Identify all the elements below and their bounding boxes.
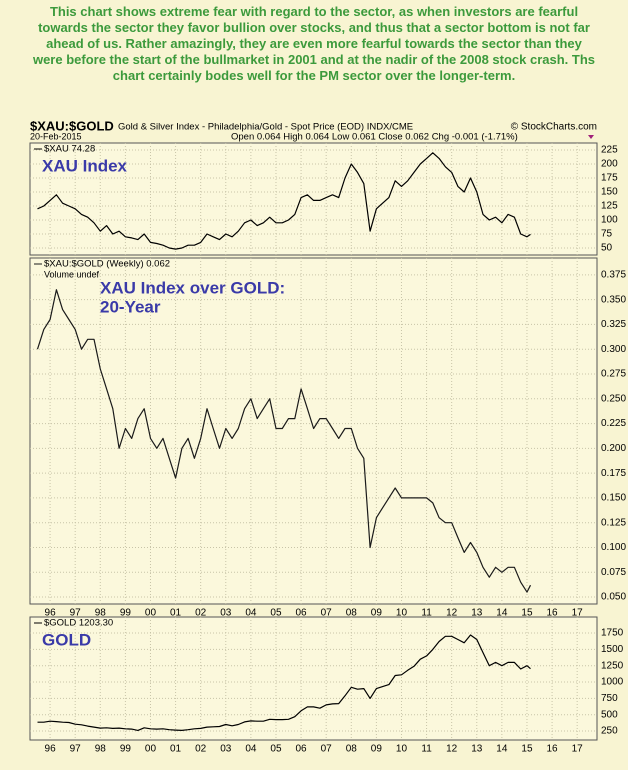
date: 20-Feb-2015 — [30, 131, 82, 141]
x-tick-label: 98 — [95, 608, 107, 619]
chart-subtitle: Gold & Silver Index - Philadelphia/Gold … — [118, 122, 413, 133]
x-tick-label: 02 — [195, 744, 207, 755]
x-tick-label: 14 — [496, 608, 508, 619]
y-tick-label: 0.125 — [601, 517, 626, 528]
x-tick-label: 17 — [572, 744, 584, 755]
annotation: This chart shows extreme fear with regar… — [32, 4, 596, 83]
panel-title: XAU Index over GOLD: — [100, 278, 285, 297]
x-tick-label: 09 — [371, 744, 383, 755]
x-tick-label: 09 — [371, 608, 383, 619]
chart-symbol: $XAU:$GOLD — [30, 118, 114, 133]
x-tick-label: 99 — [120, 608, 132, 619]
x-tick-label: 99 — [120, 744, 132, 755]
x-tick-label: 12 — [446, 744, 458, 755]
panel-title: 20-Year — [100, 297, 161, 316]
y-tick-label: 225 — [601, 145, 618, 156]
y-tick-label: 1000 — [601, 677, 624, 688]
x-tick-label: 98 — [95, 744, 107, 755]
x-tick-label: 13 — [471, 744, 483, 755]
y-tick-label: 0.250 — [601, 393, 626, 404]
x-tick-label: 05 — [270, 744, 282, 755]
x-tick-label: 11 — [421, 608, 432, 619]
x-tick-label: 97 — [70, 744, 82, 755]
x-tick-label: 11 — [421, 744, 432, 755]
x-tick-label: 16 — [547, 744, 559, 755]
y-tick-label: 0.275 — [601, 369, 626, 380]
x-tick-label: 96 — [45, 744, 57, 755]
y-tick-label: 250 — [601, 726, 618, 737]
x-tick-label: 14 — [496, 744, 508, 755]
y-tick-label: 0.200 — [601, 443, 626, 454]
y-tick-label: 50 — [601, 243, 613, 254]
y-tick-label: 175 — [601, 173, 618, 184]
y-tick-label: 750 — [601, 693, 618, 704]
x-tick-label: 03 — [220, 744, 232, 755]
x-tick-label: 02 — [195, 608, 207, 619]
plot-area — [29, 616, 598, 741]
legend-label: $XAU 74.28 — [44, 144, 95, 155]
y-tick-label: 0.175 — [601, 468, 626, 479]
y-tick-label: 200 — [601, 159, 618, 170]
y-tick-label: 0.100 — [601, 542, 626, 553]
series-line — [37, 634, 531, 731]
y-tick-label: 0.225 — [601, 418, 626, 429]
y-tick-label: 0.375 — [601, 269, 626, 280]
x-tick-label: 04 — [245, 608, 257, 619]
y-tick-label: 1750 — [601, 628, 624, 639]
legend-label: $GOLD 1203.30 — [44, 618, 113, 629]
x-tick-label: 03 — [220, 608, 232, 619]
x-tick-label: 00 — [145, 608, 157, 619]
x-tick-label: 12 — [446, 608, 458, 619]
source: © StockCharts.com — [511, 122, 597, 133]
x-tick-label: 15 — [521, 744, 533, 755]
y-tick-label: 125 — [601, 201, 618, 212]
y-tick-label: 75 — [601, 229, 613, 240]
y-tick-label: 0.300 — [601, 344, 626, 355]
y-tick-label: 1500 — [601, 644, 624, 655]
x-tick-label: 07 — [321, 744, 333, 755]
y-tick-label: 0.325 — [601, 319, 626, 330]
marker — [588, 135, 594, 139]
x-tick-label: 00 — [145, 744, 157, 755]
y-tick-label: 0.350 — [601, 294, 626, 305]
legend-label: $XAU:$GOLD (Weekly) 0.062 — [44, 259, 170, 270]
x-tick-label: 04 — [245, 744, 257, 755]
x-tick-label: 07 — [321, 608, 333, 619]
series-line — [37, 152, 531, 250]
x-tick-label: 08 — [346, 608, 358, 619]
x-tick-label: 15 — [521, 608, 533, 619]
quote: Open 0.064 High 0.064 Low 0.061 Close 0.… — [231, 132, 518, 143]
x-tick-label: 16 — [547, 608, 559, 619]
panel-title: GOLD — [42, 630, 91, 649]
y-tick-label: 0.150 — [601, 493, 626, 504]
x-tick-label: 13 — [471, 608, 483, 619]
x-tick-label: 17 — [572, 608, 584, 619]
x-tick-label: 97 — [70, 608, 82, 619]
x-tick-label: 01 — [170, 744, 182, 755]
x-tick-label: 05 — [270, 608, 282, 619]
panel-title: XAU Index — [42, 156, 128, 175]
x-tick-label: 06 — [296, 608, 308, 619]
x-tick-label: 96 — [45, 608, 57, 619]
x-tick-label: 08 — [346, 744, 358, 755]
panel-note: Volume undef — [44, 269, 100, 279]
y-tick-label: 0.075 — [601, 567, 626, 578]
x-tick-label: 06 — [296, 744, 308, 755]
x-tick-label: 10 — [396, 744, 408, 755]
y-tick-label: 0.050 — [601, 592, 626, 603]
y-tick-label: 150 — [601, 187, 618, 198]
x-tick-label: 10 — [396, 608, 408, 619]
series-line — [36, 289, 532, 593]
y-tick-label: 500 — [601, 709, 618, 720]
y-tick-label: 1250 — [601, 660, 624, 671]
x-tick-label: 01 — [170, 608, 182, 619]
y-tick-label: 100 — [601, 215, 618, 226]
